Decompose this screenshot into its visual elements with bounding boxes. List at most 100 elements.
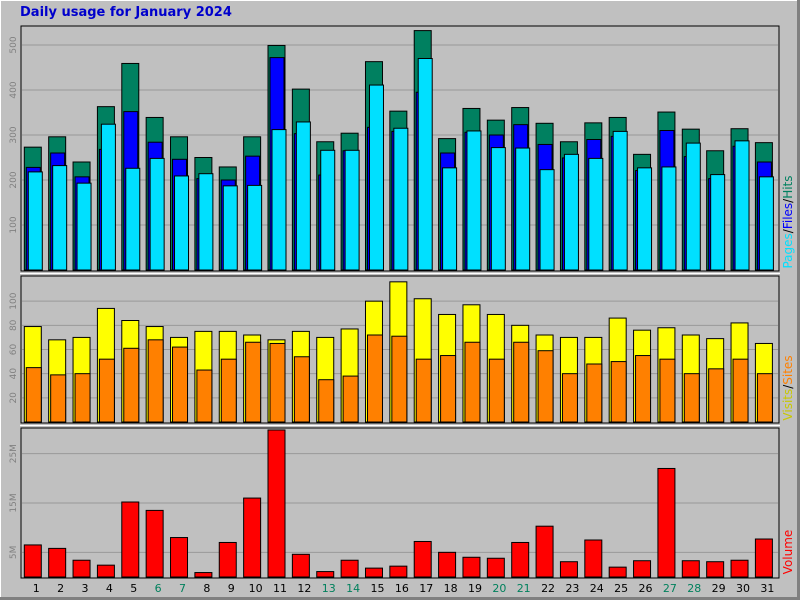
bar-sites	[293, 356, 310, 423]
bar-sites	[635, 355, 652, 423]
bar-volume	[413, 540, 432, 578]
legend: Pages/Files/Hits Visits/Sites Volume	[781, 175, 795, 574]
y-tick-label: 40	[9, 368, 19, 380]
x-tick-label: 13	[322, 582, 336, 595]
y-tick-label: 5M	[9, 546, 19, 560]
x-tick-label: 22	[541, 582, 555, 595]
bar-sites	[586, 363, 603, 423]
bar-pages	[198, 173, 214, 271]
x-tick-label: 18	[444, 582, 458, 595]
bar-sites	[147, 339, 164, 423]
bar-sites	[683, 373, 700, 423]
x-tick-label: 25	[614, 582, 628, 595]
bar-volume	[535, 525, 554, 578]
bar-pages	[685, 142, 701, 271]
x-tick-label: 16	[395, 582, 409, 595]
y-tick-label: 300	[9, 126, 19, 143]
bar-volume	[364, 567, 383, 578]
x-tick-label: 28	[687, 582, 701, 595]
bar-volume	[194, 572, 213, 578]
bar-pages	[52, 165, 68, 271]
bar-volume	[754, 538, 773, 578]
bar-volume	[48, 547, 67, 578]
bar-pages	[247, 184, 263, 271]
bar-volume	[511, 541, 530, 578]
x-tick-label: 6	[155, 582, 162, 595]
x-tick-label: 2	[57, 582, 64, 595]
bar-volume	[657, 467, 676, 578]
bar-sites	[537, 350, 554, 423]
bar-sites	[245, 341, 262, 423]
bar-sites	[610, 361, 627, 423]
y-tick-label: 100	[9, 216, 19, 233]
x-tick-label: 15	[370, 582, 384, 595]
bar-pages	[149, 157, 165, 271]
bar-volume	[681, 560, 700, 578]
bar-sites	[708, 368, 725, 423]
x-tick-label: 19	[468, 582, 482, 595]
bar-pages	[174, 175, 190, 271]
x-tick-label: 21	[517, 582, 531, 595]
bar-pages	[588, 157, 604, 271]
bar-volume	[267, 429, 286, 578]
y-tick-label: 200	[9, 171, 19, 188]
y-tick-label: 25M	[9, 444, 19, 463]
x-tick-label: 4	[106, 582, 113, 595]
bar-sites	[732, 358, 749, 423]
bar-pages	[515, 147, 531, 271]
bar-pages	[76, 182, 92, 271]
bar-sites	[464, 341, 481, 423]
bar-pages	[222, 185, 238, 271]
bar-volume	[72, 559, 91, 578]
x-tick-label: 8	[203, 582, 210, 595]
x-tick-label: 26	[639, 582, 653, 595]
y-tick-label: 15M	[9, 493, 19, 512]
x-tick-label: 20	[492, 582, 506, 595]
bar-volume	[559, 561, 578, 578]
bar-volume	[438, 551, 457, 578]
x-tick-label: 17	[419, 582, 433, 595]
bar-pages	[271, 129, 287, 271]
x-tick-label: 10	[249, 582, 263, 595]
bar-pages	[295, 121, 311, 271]
x-tick-label: 12	[297, 582, 311, 595]
bar-sites	[50, 374, 67, 423]
bar-sites	[74, 373, 91, 423]
bar-volume	[291, 553, 310, 578]
y-tick-label: 80	[9, 319, 19, 331]
x-tick-label: 3	[82, 582, 89, 595]
bar-volume	[608, 566, 627, 578]
bar-volume	[170, 537, 189, 578]
bar-sites	[123, 347, 140, 423]
x-tick-label: 5	[130, 582, 137, 595]
bar-pages	[734, 140, 750, 271]
bar-pages	[368, 84, 384, 271]
bar-volume	[584, 539, 603, 578]
bar-volume	[462, 556, 481, 578]
bar-volume	[389, 565, 408, 578]
x-tick-label: 24	[590, 582, 604, 595]
bar-sites	[342, 375, 359, 423]
bar-volume	[340, 559, 359, 578]
bar-pages	[637, 167, 653, 271]
x-axis-labels: 1 2 3 4 5 6 7 8 9 10 11 12 13 14 15 16 17 18 19 20 21 22 23 24 2…	[33, 582, 775, 595]
bar-pages	[710, 174, 726, 271]
x-tick-label: 23	[565, 582, 579, 595]
bar-volume	[243, 497, 262, 578]
bar-sites	[756, 373, 773, 423]
bar-volume	[218, 541, 237, 578]
bar-sites	[488, 358, 505, 423]
bar-sites	[659, 358, 676, 423]
bar-pages	[563, 153, 579, 271]
y-tick-label: 20	[9, 392, 19, 404]
y-tick-label: 500	[9, 36, 19, 53]
y-tick-label: 400	[9, 81, 19, 98]
bar-pages	[661, 166, 677, 271]
bar-sites	[220, 358, 237, 423]
bar-pages	[612, 130, 628, 271]
bar-volume	[316, 571, 335, 578]
legend-visits-sites: Visits/Sites	[781, 355, 795, 420]
bar-pages	[393, 127, 409, 271]
y-tick-label: 60	[9, 344, 19, 356]
bar-sites	[269, 342, 286, 423]
